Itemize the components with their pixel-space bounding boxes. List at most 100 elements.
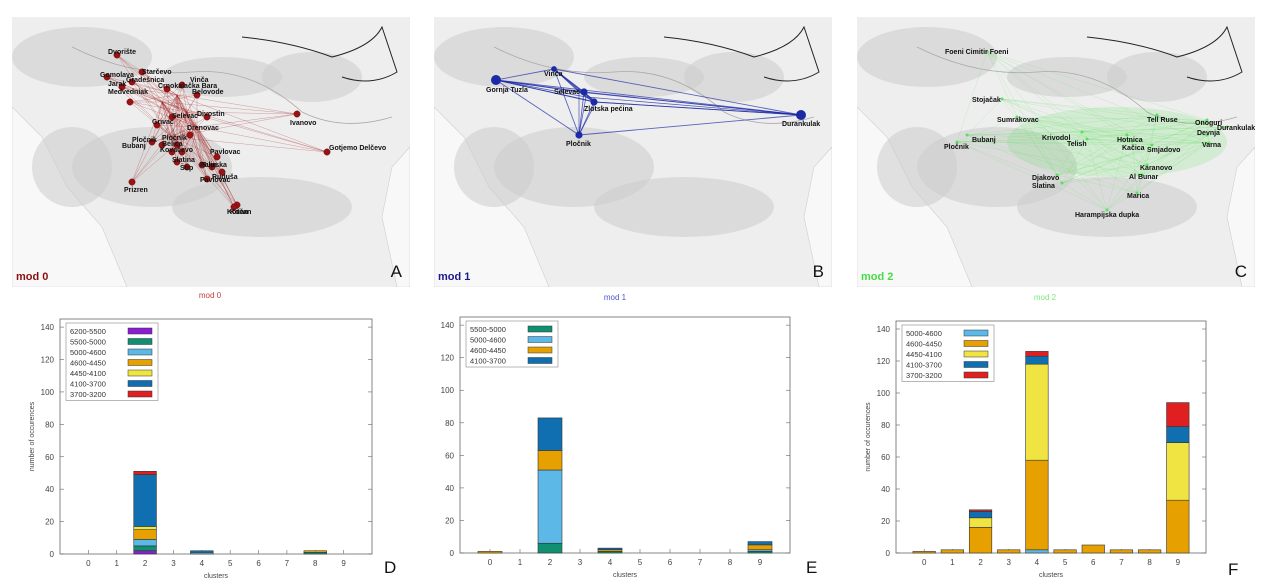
network-edge [1016,116,1108,211]
network-edge [966,98,1003,136]
network-edge [1081,131,1148,166]
bar-segment [1025,549,1049,554]
network-edge [1136,114,1158,194]
site-label: Vinča [190,77,209,84]
network-edge [1106,134,1128,211]
bar-segment [747,541,773,546]
mountain-relief [454,127,534,207]
site-label: Gornja Tuzla [486,87,528,94]
legend-swatch [127,348,153,356]
x-tick-label: 8 [728,558,733,567]
bar-segment [1166,499,1190,554]
site-node [118,83,126,91]
site-node [128,78,136,86]
network-edge [161,101,188,168]
site-node [186,131,194,139]
y-tick-label: 0 [50,550,55,559]
network-density-cloud [1007,107,1227,177]
bar-segment [1025,355,1049,365]
site-label: Jarak [108,81,127,88]
y-tick-label: 120 [41,356,55,365]
network-edge [986,51,1208,121]
x-tick-label: 5 [228,559,233,568]
network-edge [1086,138,1153,146]
network-edge [176,111,188,146]
bar-segment [537,450,563,471]
bar-segment [190,550,214,553]
network-edge [1001,98,1228,128]
legend-swatch [127,380,153,387]
x-tick-label: 4 [200,559,205,568]
x-tick-label: 6 [1091,558,1096,567]
site-label: Selevac [554,89,581,96]
mountain-relief [877,127,957,207]
bar-segment [1166,442,1190,501]
network-edge [176,94,183,153]
legend-label: 4100-3700 [906,361,942,370]
network-edge [176,111,188,163]
bar-segment [968,509,993,512]
site-label: Ivanovo [290,120,317,127]
bar-segment [968,527,993,554]
bar-segment [968,511,993,519]
site-node [985,50,989,54]
site-node [1205,133,1209,137]
network-edge [1061,138,1088,184]
mountain-relief [494,127,654,207]
network-edge [1136,164,1148,194]
site-label: Tell Ruse [1147,117,1178,124]
bar-segment [303,550,327,553]
network-edge [186,126,198,168]
site-label: Pavlovac [210,149,241,156]
network-edge [578,114,802,136]
legend-swatch [963,371,989,379]
network-edge [1156,114,1228,128]
site-node [183,163,191,171]
site-label: Pločnik [132,137,157,144]
network-edge [1061,142,1210,184]
site-label: Durankulak [782,121,821,128]
network-edge [986,51,1018,118]
network-edge [495,68,555,81]
network-edge [1016,116,1153,146]
y-tick-label: 80 [445,419,454,428]
site-label: Telish [1067,141,1087,148]
mountain-relief [584,57,704,97]
network-edge [585,96,802,116]
site-label: Starčevo [142,69,172,76]
legend-label: 4450-4100 [70,369,106,378]
network-edge [986,51,1063,184]
network-edge [196,126,218,158]
site-label: Onoguri [1195,120,1223,127]
bar-segment [597,547,623,551]
site-node [126,98,134,106]
x-tick-label: 6 [256,559,261,568]
network-edge [1016,116,1208,121]
mountain-relief [162,57,282,97]
network-edge [1056,164,1148,176]
chart-title-mod1: mod 1 [603,293,627,302]
site-node [1000,97,1004,101]
site-node [1080,130,1084,134]
network-edge [121,86,163,103]
network-edge [956,141,1063,184]
map-panel-mod0: Dvorište Gomolava Starčevo Jarak Medvedniak V… [12,17,410,287]
legend-swatch [127,338,153,345]
danube-river [493,46,815,124]
site-label: Bubanj [972,137,996,144]
y-axis-label: number of occurences [865,402,872,472]
network-edge [186,111,298,115]
x-axis-label: clusters [204,573,229,580]
bar-segment [133,526,157,530]
x-tick-label: 0 [922,558,927,567]
site-label: Durankulak [1217,125,1255,132]
sea-east [1226,146,1255,287]
site-node [293,110,301,118]
site-label: Varna [1202,142,1222,149]
mountain-relief [1017,177,1197,237]
network-edge [1146,114,1158,166]
site-label: Pločnik [162,135,187,142]
network-edge [1016,116,1128,136]
network-edge [1106,142,1210,211]
site-label: Gradešnica [126,77,165,84]
